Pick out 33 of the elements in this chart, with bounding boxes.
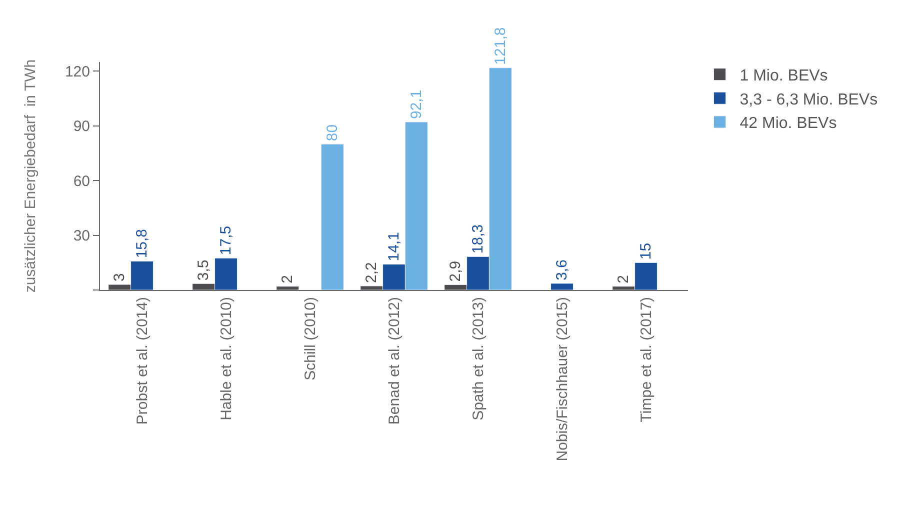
data-label: 2 — [615, 275, 632, 284]
x-tick-label: Probst et al. (2014) — [134, 297, 151, 425]
data-label: 15,8 — [134, 228, 150, 258]
data-label: 92,1 — [408, 90, 425, 120]
data-label: 17,5 — [218, 226, 234, 256]
data-label: 3,5 — [195, 260, 212, 281]
data-label: 18,3 — [470, 224, 486, 254]
legend-label: 1 Mio. BEVs — [740, 68, 828, 85]
bar — [276, 286, 300, 290]
data-label: 80 — [324, 124, 341, 142]
x-tick-label: Benad et al. (2012) — [386, 297, 403, 425]
data-label: 14,1 — [386, 232, 402, 262]
legend-label: 3,3 - 6,3 Mio. BEVs — [740, 91, 878, 108]
data-label: 2,2 — [363, 262, 380, 283]
bar — [550, 283, 574, 290]
x-tick-label: Hable et al. (2010) — [218, 296, 235, 420]
x-tick-label: Timpe et al. (2017) — [638, 297, 655, 422]
y-tick-label: 30 — [73, 228, 90, 245]
x-tick-label: Nobis/Fischhauer (2015) — [554, 297, 571, 462]
data-label: 3,6 — [554, 260, 570, 280]
y-axis-title: zusätzlicher Energiebedarf in TWh — [22, 59, 40, 293]
bar — [320, 144, 344, 290]
y-tick-label: 120 — [64, 63, 90, 80]
data-label: 121,8 — [492, 27, 509, 65]
data-label: 3 — [111, 273, 128, 282]
legend-label: 42 Mio. BEVs — [740, 115, 837, 132]
y-tick-label: 60 — [73, 172, 90, 190]
data-label: 2 — [279, 275, 296, 284]
x-tick-label: Spath et al. (2013) — [470, 297, 487, 420]
x-tick-label: Schill (2010) — [302, 297, 319, 380]
y-tick-label: 90 — [73, 118, 90, 136]
data-label: 2,9 — [447, 260, 464, 282]
data-label: 15 — [638, 242, 654, 260]
